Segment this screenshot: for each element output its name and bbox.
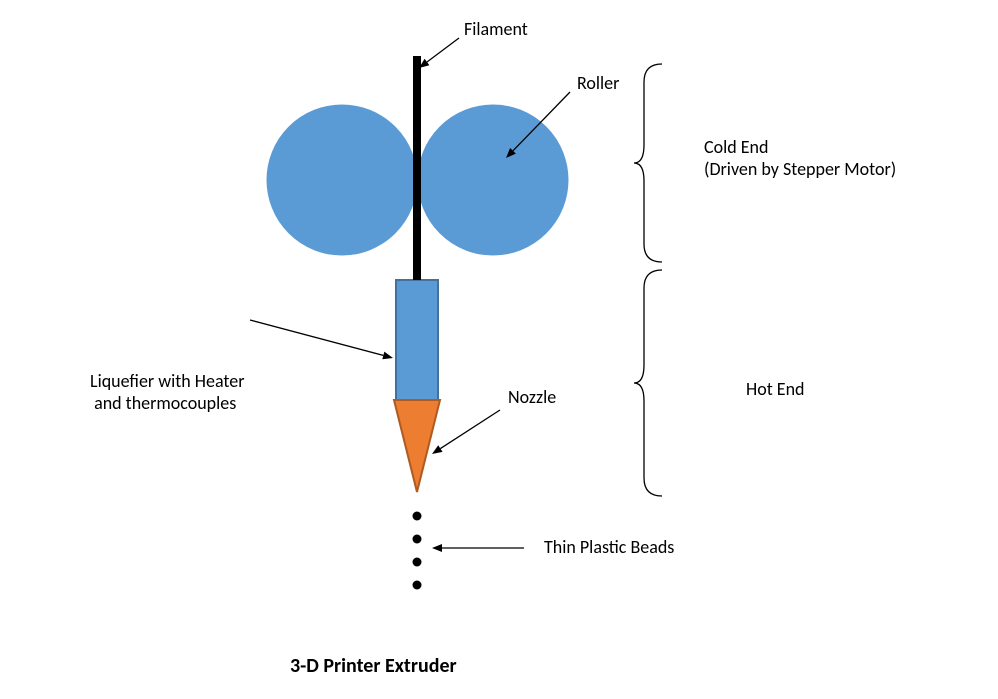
diagram-title: 3-D Printer Extruder bbox=[290, 654, 457, 678]
cold-end-brace bbox=[634, 64, 662, 262]
filament-rod bbox=[413, 56, 421, 280]
plastic-bead-2 bbox=[413, 558, 422, 567]
hot-end-brace bbox=[634, 270, 662, 496]
beads-arrow-head bbox=[432, 544, 442, 552]
diagram-canvas bbox=[0, 0, 998, 699]
hot-end-label: Hot End bbox=[746, 378, 805, 400]
filament-arrow bbox=[427, 38, 459, 62]
nozzle-arrow-head bbox=[432, 445, 443, 454]
cold-end-label: Cold End (Driven by Stepper Motor) bbox=[704, 136, 896, 180]
nozzle-label: Nozzle bbox=[508, 386, 556, 408]
liquefier-arrow-head bbox=[382, 352, 393, 360]
plastic-bead-3 bbox=[413, 581, 422, 590]
liquefier-arrow bbox=[250, 320, 383, 355]
plastic-bead-1 bbox=[413, 535, 422, 544]
nozzle-cone bbox=[394, 400, 440, 492]
beads-label: Thin Plastic Beads bbox=[544, 536, 674, 558]
roller-right bbox=[418, 105, 568, 255]
nozzle-arrow bbox=[440, 410, 500, 449]
liquefier-body bbox=[396, 280, 438, 400]
plastic-bead-0 bbox=[413, 512, 422, 521]
liquefier-label: Liquefier with Heater and thermocouples bbox=[90, 370, 245, 414]
filament-label: Filament bbox=[464, 18, 528, 40]
roller-left bbox=[267, 105, 417, 255]
roller-label: Roller bbox=[577, 72, 619, 94]
